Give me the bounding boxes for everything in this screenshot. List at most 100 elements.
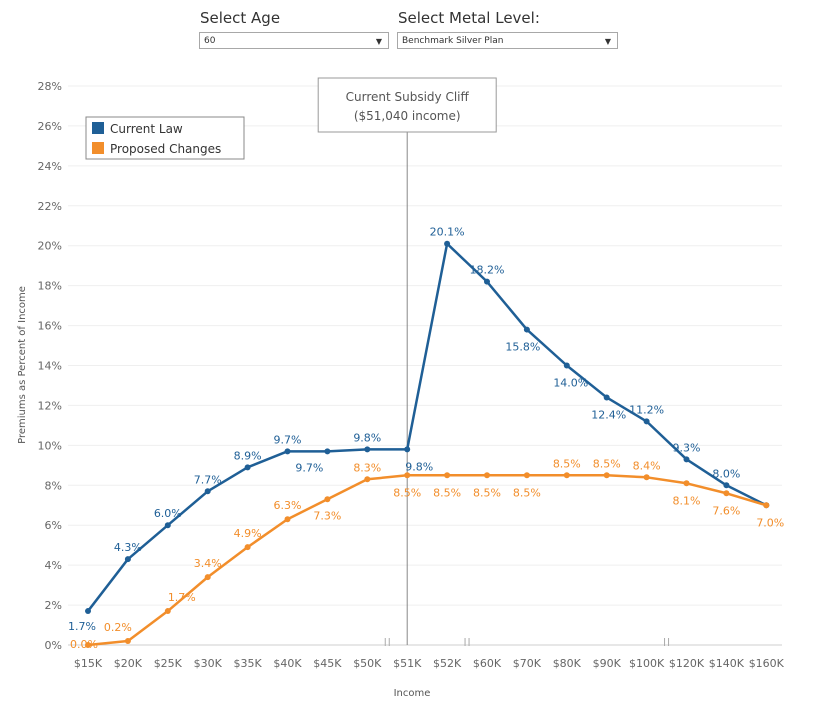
data-label: 8.5% <box>393 486 421 499</box>
metal-filter-label: Select Metal Level: <box>398 9 540 27</box>
data-label: 3.4% <box>194 557 222 570</box>
data-point <box>484 472 490 479</box>
data-point <box>603 394 610 401</box>
y-axis-ticks: 0% 2% 4% 6% 8% 10% 12% 14% 16% 18% 20% 22% 24% 26% 28% <box>38 80 62 652</box>
x-tick-label: $120K <box>669 657 705 670</box>
data-point <box>324 496 331 503</box>
data-point <box>364 446 371 453</box>
x-tick-label: $100K <box>629 657 665 670</box>
data-label: 14.0% <box>553 377 588 390</box>
y-tick-label: 28% <box>38 80 62 93</box>
data-point <box>563 472 570 479</box>
x-tick-label: $20K <box>114 657 143 670</box>
y-tick-label: 18% <box>38 280 62 293</box>
gridlines <box>68 85 782 646</box>
data-point <box>404 446 411 453</box>
data-label: 4.9% <box>234 527 262 540</box>
data-point <box>85 642 91 648</box>
legend-swatch <box>92 122 104 134</box>
data-point <box>763 502 770 509</box>
data-label: 8.5% <box>593 457 621 470</box>
data-point <box>723 482 730 489</box>
data-label: 6.3% <box>274 499 302 512</box>
data-point <box>124 638 131 645</box>
y-tick-label: 6% <box>45 519 62 532</box>
data-label: 7.3% <box>313 509 341 522</box>
legend-label: Proposed Changes <box>110 142 221 156</box>
data-label: 11.2% <box>629 403 664 416</box>
x-tick-label: $51K <box>393 657 422 670</box>
data-label: 7.7% <box>194 473 222 486</box>
data-label: 4.3% <box>114 541 142 554</box>
data-point <box>643 418 650 425</box>
data-point <box>444 240 451 247</box>
x-axis-ticks: $15K $20K $25K $30K $35K $40K $45K $50K $51K $52K… <box>74 657 785 670</box>
data-label: 12.4% <box>591 408 626 421</box>
data-label: 9.3% <box>673 441 701 454</box>
data-point <box>723 490 730 497</box>
axis-breaks <box>384 638 670 646</box>
data-label: 20.1% <box>430 226 465 239</box>
data-point <box>364 476 371 483</box>
age-select-value: 60 <box>204 36 216 46</box>
data-point <box>523 472 530 479</box>
data-label: 1.7% <box>168 591 196 604</box>
data-label: 9.7% <box>295 461 323 474</box>
y-tick-label: 16% <box>38 320 62 333</box>
data-label: 8.0% <box>712 467 740 480</box>
y-tick-label: 24% <box>38 160 62 173</box>
data-label: 18.2% <box>470 264 505 277</box>
x-tick-label: $140K <box>709 657 745 670</box>
y-tick-label: 12% <box>38 399 62 412</box>
data-label: 9.8% <box>405 460 433 473</box>
legend-swatch <box>92 142 104 154</box>
metal-select[interactable]: Benchmark Silver Plan ▼ <box>397 32 618 49</box>
data-point <box>244 464 251 471</box>
data-label: 0.2% <box>104 621 132 634</box>
data-point <box>683 456 690 463</box>
age-select[interactable]: 60 ▼ <box>199 32 389 49</box>
x-tick-label: $50K <box>353 657 382 670</box>
data-point <box>164 522 171 529</box>
data-point <box>523 326 530 333</box>
data-point <box>643 474 650 481</box>
annotation-box <box>317 77 497 133</box>
data-label: 6.0% <box>154 507 182 520</box>
chevron-down-icon: ▼ <box>375 37 382 46</box>
data-label: 8.3% <box>353 461 381 474</box>
y-tick-label: 2% <box>45 599 62 612</box>
x-tick-label: $160K <box>749 657 785 670</box>
data-label: 9.7% <box>274 433 302 446</box>
data-point <box>284 448 291 455</box>
legend: Current Law Proposed Changes <box>85 116 245 160</box>
legend-box <box>85 116 245 160</box>
annotation-line-2: ($51,040 income) <box>354 109 461 123</box>
data-point <box>444 472 451 479</box>
data-label: 8.4% <box>633 459 661 472</box>
y-tick-label: 4% <box>45 559 62 572</box>
x-tick-label: $25K <box>154 657 183 670</box>
data-point <box>85 608 91 615</box>
subsidy-cliff-reference: Current Subsidy Cliff ($51,040 income) <box>317 77 497 645</box>
data-point <box>284 516 291 523</box>
annotation-line-1: Current Subsidy Cliff <box>346 90 470 104</box>
data-point <box>204 574 211 581</box>
data-label: 8.5% <box>553 457 581 470</box>
data-point <box>404 472 411 479</box>
x-axis-title: Income <box>394 688 431 699</box>
data-label: 7.6% <box>712 504 740 517</box>
y-tick-label: 26% <box>38 120 62 133</box>
y-tick-label: 20% <box>38 240 62 253</box>
x-tick-label: $70K <box>513 657 542 670</box>
y-tick-label: 22% <box>38 200 62 213</box>
x-tick-label: $15K <box>74 657 103 670</box>
data-point <box>164 608 171 615</box>
data-label: 0.0% <box>70 638 98 651</box>
data-label: 8.5% <box>513 486 541 499</box>
x-tick-label: $60K <box>473 657 502 670</box>
series-lines <box>85 240 770 648</box>
data-label: 15.8% <box>505 341 540 354</box>
data-label: 8.5% <box>473 486 501 499</box>
data-label: 8.5% <box>433 486 461 499</box>
